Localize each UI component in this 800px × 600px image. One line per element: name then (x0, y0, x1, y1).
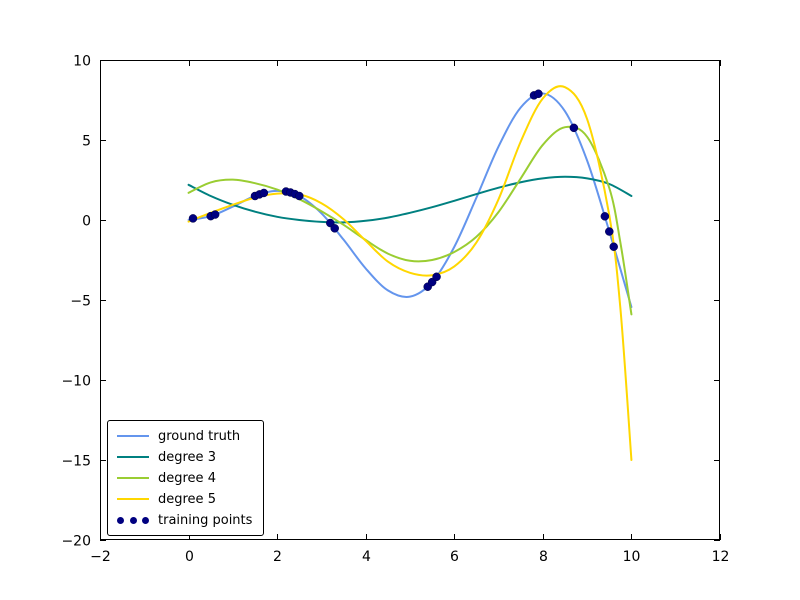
dot-icon (142, 516, 149, 524)
legend-line-sample (117, 498, 149, 500)
dot-icon (117, 516, 124, 524)
x-tick-label: −2 (90, 549, 111, 565)
training-point (330, 224, 339, 233)
x-tick-label: 10 (623, 549, 641, 565)
legend-item-degree-3: degree 3 (117, 447, 252, 467)
curve-degree-4 (187, 125, 633, 316)
training-point (605, 227, 614, 236)
line-swatch-icon (117, 435, 149, 437)
legend-scatter-marker (117, 516, 149, 524)
x-tick-label: 8 (539, 549, 548, 565)
legend-item-ground-truth: ground truth (117, 426, 252, 446)
legend-label: degree 5 (158, 491, 216, 507)
curve-degree-3 (187, 175, 633, 224)
x-tick-label: 2 (273, 549, 282, 565)
y-tick-label: 0 (82, 214, 91, 230)
x-tick-label: 4 (362, 549, 371, 565)
legend-label: training points (158, 512, 253, 528)
y-tick-label: −10 (61, 374, 91, 390)
y-tick-label: 5 (82, 134, 91, 150)
training-point (569, 123, 579, 133)
training-point (210, 210, 220, 219)
legend: ground truth degree 3 degree 4 degree 5 trai… (107, 420, 265, 536)
curve-degree-5 (187, 85, 633, 461)
legend-label: degree 3 (158, 449, 216, 465)
legend-line-sample (117, 456, 149, 458)
training-point (600, 212, 610, 221)
line-swatch-icon (117, 477, 149, 479)
x-tick-label: 0 (185, 549, 194, 565)
training-point (295, 191, 304, 201)
training-point (432, 272, 441, 282)
legend-item-training-points: training points (117, 510, 252, 530)
training-point (259, 188, 269, 198)
legend-label: ground truth (158, 428, 241, 444)
legend-item-degree-4: degree 4 (117, 468, 252, 488)
y-tick-label: −5 (70, 294, 91, 310)
x-tick-label: 12 (712, 549, 730, 565)
legend-label: degree 4 (158, 470, 216, 486)
dot-icon (129, 516, 137, 524)
legend-line-sample (117, 435, 149, 437)
y-tick-label: −15 (61, 454, 91, 470)
legend-line-sample (117, 477, 149, 479)
y-tick-label: 10 (73, 54, 91, 70)
training-point (188, 214, 198, 223)
legend-item-degree-5: degree 5 (117, 489, 252, 509)
line-swatch-icon (117, 498, 149, 500)
line-swatch-icon (117, 456, 149, 458)
x-tick-label: 6 (450, 549, 459, 565)
y-tick-label: −20 (61, 534, 91, 550)
training-point (609, 242, 618, 251)
training-point (534, 89, 543, 99)
